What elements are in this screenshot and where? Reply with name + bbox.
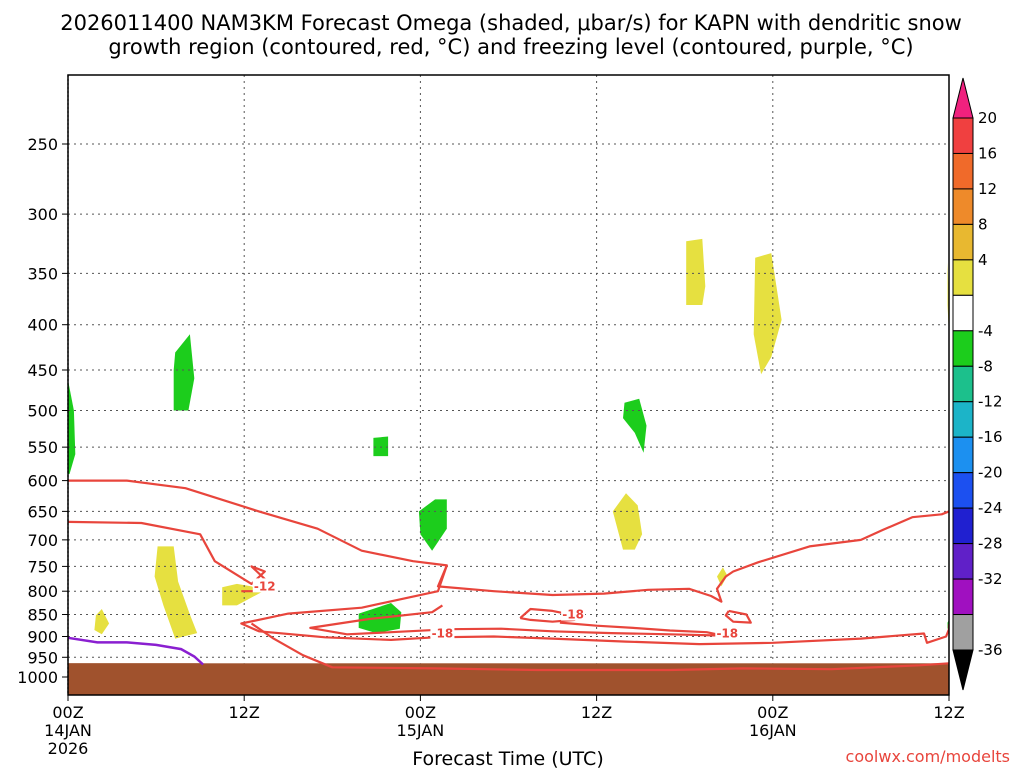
colorbar-label-7: -12 (978, 393, 1003, 411)
ytick-label-1000: 1000 (17, 668, 58, 687)
contour-label-bg-3 (430, 625, 455, 640)
ytick-label-500: 500 (27, 402, 58, 421)
omega-region-descent-1 (94, 609, 110, 635)
contour-labels: -12 -18 -18 -18 (252, 578, 740, 640)
colorbar-segment-7 (952, 365, 974, 403)
ytick-label-400: 400 (27, 316, 58, 335)
colorbar-label-1: 16 (978, 144, 997, 162)
colorbar-segment-6 (952, 330, 974, 367)
colorbar-segment-5 (952, 294, 974, 332)
colorbar-label-10: -24 (978, 499, 1003, 517)
xtick-label-24: 00Z (405, 703, 436, 722)
colorbar-segment-14 (952, 614, 974, 651)
xtick-year-0: 2026 (48, 739, 89, 758)
ytick-label-300: 300 (27, 205, 58, 224)
credit-text: coolwx.com/modelts (846, 747, 1010, 766)
dgz-contour-lower (250, 622, 949, 672)
plot-frame (67, 74, 950, 696)
x-axis-label: Forecast Time (UTC) (412, 748, 603, 768)
contour-label-0: -12 (254, 579, 276, 593)
colorbar-segment-9 (952, 436, 974, 474)
colorbar-segment-2 (952, 188, 974, 225)
omega-region-ascent-5 (418, 499, 447, 551)
xtick-date-24: 15JAN (397, 721, 445, 740)
contour-label-bg-0 (252, 578, 277, 593)
contour-label-1: -18 (562, 608, 584, 622)
xtick-label-60: 12Z (933, 703, 964, 722)
dgz-contour-upper-right (436, 510, 949, 603)
contour-label-bg-1 (561, 606, 586, 621)
xtick-label-0: 00Z (52, 703, 83, 722)
colorbar-segment-10 (952, 472, 974, 509)
ytick-label-900: 900 (27, 627, 58, 646)
colorbar-segment-12 (952, 543, 974, 580)
colorbar-bottom-arrow (952, 649, 974, 691)
contour-label-2: -18 (716, 626, 738, 640)
colorbar-label-0: 20 (978, 109, 997, 127)
ytick-label-750: 750 (27, 557, 58, 576)
omega-region-descent-7 (753, 253, 782, 375)
colorbar-segment-3 (952, 223, 974, 261)
omega-shading (68, 238, 949, 639)
colorbar-label-12: -32 (978, 570, 1003, 588)
colorbar-label-3: 8 (978, 215, 988, 233)
colorbar-label-4: 4 (978, 251, 988, 269)
ytick-label-450: 450 (27, 361, 58, 380)
xtick-label-36: 12Z (581, 703, 612, 722)
xtick-date-0: 14JAN (44, 721, 92, 740)
colorbar-label-5: -4 (978, 322, 993, 340)
xtick-label-48: 00Z (757, 703, 788, 722)
freezing-level-line (67, 636, 204, 666)
colorbar-label-6: -8 (978, 357, 993, 375)
ytick-label-800: 800 (27, 582, 58, 601)
chart-title-line2: growth region (contoured, red, °C) and f… (108, 35, 913, 59)
colorbar-segment-11 (952, 507, 974, 545)
colorbar-label-13: -36 (978, 641, 1003, 659)
dgz-contour-main (68, 479, 949, 646)
y-axis-ticks: 250 300 350 400 450 500 550 600 650 700 750 800 850 9… (17, 135, 68, 687)
colorbar-label-9: -20 (978, 464, 1003, 482)
omega-region-descent-5 (686, 238, 706, 305)
colorbar-label-8: -16 (978, 428, 1003, 446)
contour-label-bg-2 (715, 625, 740, 640)
omega-region-descent-4 (612, 493, 643, 550)
omega-region-ascent-3 (373, 436, 389, 457)
ytick-label-850: 850 (27, 606, 58, 625)
colorbar-label-2: 12 (978, 180, 997, 198)
ytick-label-350: 350 (27, 264, 58, 283)
colorbar-top-arrow (952, 77, 974, 119)
ytick-label-250: 250 (27, 135, 58, 154)
omega-region-descent-2 (154, 546, 198, 639)
pressure-gridlines (68, 75, 949, 664)
terrain-ridge (68, 663, 215, 667)
ytick-label-600: 600 (27, 472, 58, 491)
colorbar: 20 16 12 8 4 -4 -8 -12 -16 -20 -24 -28 -32 -36 (952, 77, 1003, 691)
omega-region-ascent-6 (623, 398, 647, 453)
chart-title-line1: 2026011400 NAM3KM Forecast Omega (shaded… (60, 11, 962, 35)
ytick-label-550: 550 (27, 438, 58, 457)
dendritic-growth-contours (68, 479, 949, 672)
xtick-date-48: 16JAN (749, 721, 797, 740)
colorbar-segment-8 (952, 401, 974, 438)
colorbar-segment-4 (952, 259, 974, 296)
omega-region-descent-6 (717, 567, 728, 587)
omega-region-ascent-2 (173, 334, 195, 411)
colorbar-segment-1 (952, 152, 974, 190)
dgz-contour-middle (309, 604, 725, 637)
freezing-level-contour (67, 636, 204, 666)
ytick-label-650: 650 (27, 502, 58, 521)
plot-border (67, 74, 950, 696)
colorbar-label-11: -28 (978, 535, 1003, 553)
ytick-label-700: 700 (27, 531, 58, 550)
omega-region-ascent-1 (68, 380, 76, 475)
colorbar-segment-0 (952, 117, 974, 154)
dgz-contour-loop-b (724, 609, 752, 624)
contour-label-3: -18 (432, 626, 454, 640)
ytick-label-950: 950 (27, 648, 58, 667)
colorbar-segment-13 (952, 578, 974, 616)
xtick-label-12: 12Z (229, 703, 260, 722)
